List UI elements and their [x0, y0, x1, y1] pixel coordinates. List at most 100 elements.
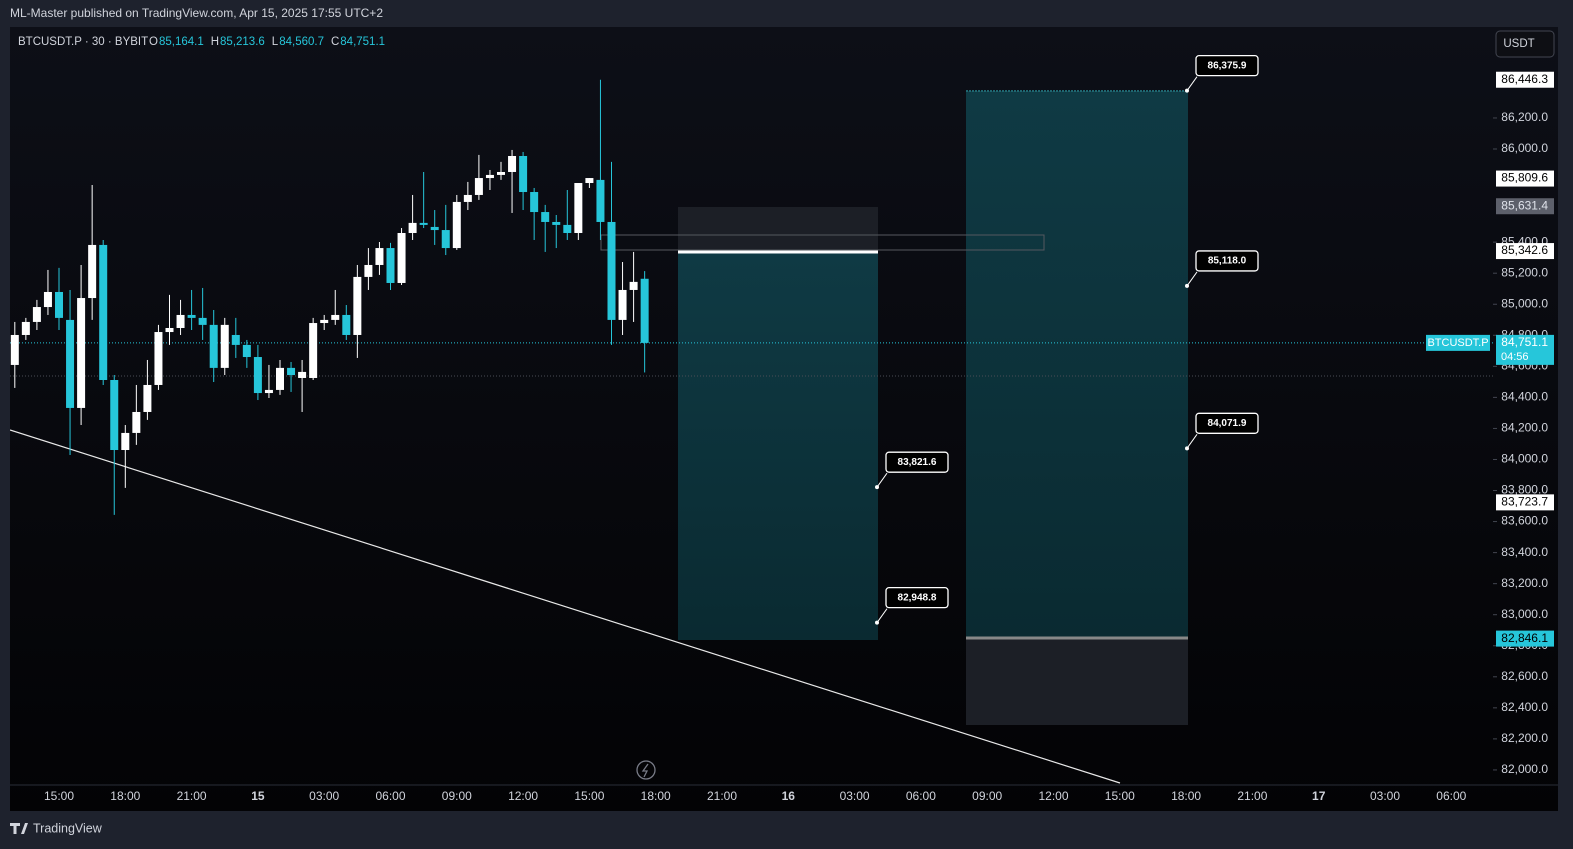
ohlc-legend: O 85,164.1 H 85,213.6 L 84,560.7 C 84,751.1	[149, 36, 385, 48]
annotation-point	[875, 485, 879, 490]
annotation-box	[1195, 412, 1259, 434]
replay-icon-glyph	[641, 763, 649, 778]
annotation-label: 83,821.6	[898, 457, 937, 468]
ohlc-key: O	[149, 36, 158, 48]
candle-body	[242, 344, 251, 358]
candle-body	[552, 221, 561, 225]
y-tick-label: 83,400.0	[1501, 545, 1548, 559]
y-tick-label: 83,000.0	[1501, 607, 1548, 621]
x-tick-label: 06:00	[1436, 789, 1466, 803]
candle-body	[320, 319, 329, 324]
currency: USDT	[1503, 38, 1534, 50]
x-tick-label: 15:00	[44, 789, 74, 803]
candle-body	[264, 389, 273, 394]
publisher: ML-Master published on TradingView.com, …	[10, 6, 383, 20]
annotation-point	[1185, 88, 1189, 93]
candle-body	[430, 226, 439, 231]
symbol-tag	[1426, 334, 1490, 351]
annotation-point	[875, 620, 879, 625]
candle-body	[541, 212, 550, 222]
candle-body	[187, 314, 196, 318]
price-marker	[1496, 630, 1554, 647]
ohlc-key: H	[211, 36, 219, 48]
candle-body	[508, 155, 517, 172]
candle-body	[55, 291, 63, 318]
candle-body	[88, 244, 97, 299]
y-tick-label: 82,000.0	[1501, 762, 1548, 776]
legend: BTCUSDT.P · 30 · BYBIT O 85,164.1 H 85,213.…	[18, 36, 385, 48]
x-tick-label: 03:00	[840, 789, 870, 803]
candle-body	[452, 201, 461, 249]
price-marker-label: 82,846.1	[1501, 631, 1548, 645]
replay-icon[interactable]	[636, 760, 656, 780]
candle-body	[640, 278, 649, 343]
y-tick-label: 84,400.0	[1501, 390, 1548, 404]
x-tick-label: 09:00	[972, 789, 1002, 803]
annotation-leader	[876, 608, 888, 623]
candle-body	[165, 327, 174, 333]
y-tick-label: 83,800.0	[1501, 483, 1548, 497]
candle-body	[43, 291, 52, 308]
y-tick-label: 86,200.0	[1501, 110, 1548, 124]
candle-body	[386, 248, 395, 283]
candle-body	[408, 222, 417, 233]
last-price-label: 84,751.1	[1501, 335, 1548, 349]
x-tick-label: 18:00	[1171, 789, 1201, 803]
candle-body	[563, 224, 572, 233]
price-marker	[1496, 71, 1554, 88]
trend-line	[10, 429, 1121, 784]
stop-zone	[678, 207, 878, 252]
annotation-leader	[1186, 271, 1198, 287]
annotation-point	[1185, 283, 1189, 288]
price-marker-label: 85,631.4	[1501, 198, 1548, 212]
candle-body	[253, 357, 262, 394]
countdown: 04:56	[1501, 351, 1529, 363]
ohlc-value: 84,751.1	[340, 36, 385, 48]
candles	[10, 79, 1493, 515]
x-tick-label: 15:00	[574, 789, 604, 803]
x-tick-label: 12:00	[508, 789, 538, 803]
currency-button[interactable]	[1495, 30, 1555, 58]
candle-body	[364, 264, 373, 277]
candle-body	[10, 334, 19, 365]
price-marker-label: 86,446.3	[1501, 72, 1548, 86]
y-tick-label: 85,200.0	[1501, 265, 1548, 279]
candle-body	[77, 298, 86, 408]
x-tick-label: 15:00	[1105, 789, 1135, 803]
x-tick-label: 18:00	[110, 789, 140, 803]
symbol-title: BTCUSDT.P · 30 · BYBIT	[18, 36, 148, 48]
y-tick-label: 82,600.0	[1501, 669, 1548, 683]
price-marker	[1496, 494, 1554, 511]
candle-body	[287, 367, 296, 376]
annotation-box	[885, 451, 949, 473]
y-tick-label: 83,200.0	[1501, 576, 1548, 590]
stop-zone	[966, 638, 1188, 725]
ohlc-value: 85,164.1	[159, 36, 204, 48]
price-marker-label: 85,342.6	[1501, 243, 1548, 257]
annotation-leader	[1186, 76, 1198, 91]
annotation-leader	[1186, 434, 1198, 449]
y-tick-label: 82,200.0	[1501, 731, 1548, 745]
price-marker	[1496, 243, 1554, 260]
candle-body	[375, 248, 384, 265]
candle-body	[110, 379, 119, 451]
annotation-label: 84,071.9	[1208, 418, 1247, 429]
candle-body	[154, 332, 163, 385]
x-tick-label: 17	[1312, 789, 1326, 803]
x-tick-label: 03:00	[1370, 789, 1400, 803]
candle-body	[198, 317, 207, 325]
x-tick-label: 03:00	[309, 789, 339, 803]
candle-body	[474, 178, 483, 195]
annotation-box	[1195, 55, 1259, 77]
annotation-box	[885, 587, 949, 609]
y-tick-label: 84,000.0	[1501, 452, 1548, 466]
candle-body	[585, 178, 594, 184]
candle-body	[497, 171, 505, 175]
x-tick-label: 06:00	[906, 789, 936, 803]
y-tick-label: 86,000.0	[1501, 141, 1548, 155]
annotation-leader	[876, 472, 888, 488]
symbol-tag-label: BTCUSDT.P	[1427, 337, 1488, 349]
drawings	[10, 79, 1493, 784]
x-tick-label: 18:00	[641, 789, 671, 803]
